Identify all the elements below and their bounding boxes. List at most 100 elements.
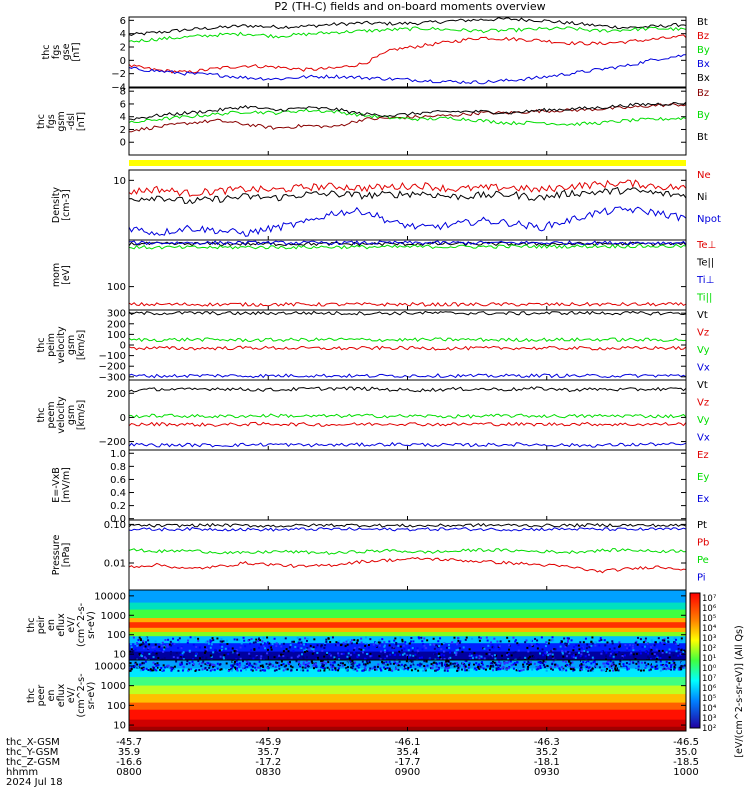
- spectrogram-band: [129, 677, 686, 687]
- svg-text:[nPa]: [nPa]: [61, 543, 72, 568]
- y-tick-label: 4: [120, 29, 126, 40]
- y-tick-label: 200: [107, 389, 126, 400]
- series-line-Ne: [128, 179, 687, 197]
- svg-text:en: en: [46, 690, 57, 702]
- panel-frame: [128, 309, 687, 381]
- y-tick-label: 0: [120, 341, 126, 352]
- y-tick-label: 100: [107, 330, 126, 341]
- svg-text:-dsl: -dsl: [66, 113, 77, 130]
- legend-label: Ey: [697, 472, 709, 483]
- x-tick-label: 1000: [673, 767, 698, 778]
- spectrogram-band: [129, 636, 686, 644]
- spectrogram-band: [129, 643, 686, 653]
- spectrogram-band: [129, 590, 686, 604]
- colorbar-label: 10⁷: [702, 594, 717, 604]
- spectrogram-noise: [129, 660, 686, 672]
- y-tick-label: 0.8: [110, 462, 126, 473]
- y-tick-label: 100: [107, 701, 126, 712]
- series-line-Pb: [128, 557, 687, 574]
- y-tick-label: 100: [107, 282, 126, 293]
- colorbar-label: 10⁵: [702, 614, 716, 624]
- panel-pressure: Pt Pb Pe Pi 0.10 0.01 Pressure [nPa]: [51, 519, 709, 591]
- y-tick-label: 0.2: [110, 501, 126, 512]
- quality-flag-bar: [129, 160, 686, 166]
- x-tick-label: 35.2: [536, 747, 558, 758]
- y-tick-label: 10: [113, 721, 126, 732]
- svg-text:peer: peer: [36, 685, 47, 707]
- y-tick-label: 8: [120, 87, 126, 98]
- svg-text:[eV]: [eV]: [61, 265, 72, 285]
- svg-text:eV/: eV/: [66, 687, 77, 703]
- y-axis-label: E=-VxB [mV/m]: [51, 467, 72, 503]
- series-line-Vt: [128, 386, 687, 393]
- series-line-Vz: [128, 345, 687, 351]
- spectrogram-band: [129, 602, 686, 611]
- series-line-Bt: [128, 101, 687, 121]
- series-line-Te||: [128, 241, 687, 247]
- svg-text:(cm^2-s-: (cm^2-s-: [76, 603, 87, 647]
- svg-text:eflux: eflux: [56, 683, 67, 707]
- y-tick-label: 0: [120, 56, 126, 67]
- legend-label: Vz: [697, 398, 709, 409]
- colorbar-label: 10³: [702, 714, 716, 724]
- x-tick-label: -46.5: [673, 737, 699, 748]
- y-tick-label: 1000: [101, 681, 126, 692]
- svg-text:thc: thc: [26, 688, 37, 703]
- legend-label: Bx: [697, 59, 710, 70]
- spectrogram-band: [129, 685, 686, 695]
- y-tick-label: 0: [120, 413, 126, 424]
- panel-frame: [128, 169, 687, 241]
- x-tick-label: 35.0: [675, 747, 697, 758]
- legend-label: By: [697, 45, 710, 56]
- x-row-label: thc_Y-GSM: [6, 747, 58, 758]
- x-tick-label: -18.5: [673, 757, 699, 768]
- panel-fgs_gsm: Bz By Bt 86 4 2 0 thc fgs gsm -dsl [nT]: [36, 87, 710, 156]
- y-axis-label: mom [eV]: [51, 263, 72, 287]
- x-tick-label: -46.3: [534, 737, 560, 748]
- colorbar-label: 10⁴: [702, 624, 717, 634]
- svg-text:[km/s]: [km/s]: [76, 330, 87, 360]
- series-line-Vt: [128, 310, 687, 316]
- colorbar-label: 10¹: [702, 654, 716, 664]
- svg-text:peim: peim: [46, 333, 57, 357]
- legend-label: Bt: [697, 17, 708, 28]
- svg-text:en: en: [46, 619, 57, 631]
- series-line-Ti⊥: [129, 240, 687, 246]
- panel-density: Ne Ni Npot 10 Density [cm-3]: [51, 169, 721, 241]
- x-tick-label: -16.6: [116, 757, 142, 768]
- panel-peer_spec: 10000 1000 100 10 thc peer en eflux eV/(cm^2-s-s…: [26, 659, 687, 732]
- panel-frame: [128, 16, 687, 88]
- spectrogram-band: [129, 609, 686, 619]
- x-tick-label: 0900: [395, 767, 420, 778]
- legend-label: Vt: [697, 310, 708, 321]
- legend-label: Vz: [697, 328, 709, 339]
- svg-text:[nT]: [nT]: [76, 112, 87, 131]
- x-tick-label: 0800: [116, 767, 141, 778]
- legend-label: Vx: [697, 363, 710, 374]
- y-axis-label: thc peem velocity gsm [km/s]: [36, 396, 87, 434]
- legend-label: Bt: [697, 132, 708, 143]
- x-row-label: thc_X-GSM: [6, 737, 60, 748]
- legend-label: Pt: [697, 520, 707, 531]
- panel-peem_velocity: Vt Vz Vy Vx 200 0 −200 thc peem velocity gsm [km/s]: [36, 379, 710, 451]
- svg-text:sr-eV): sr-eV): [86, 611, 97, 639]
- colorbar: 10⁷10⁶10⁵10⁴10³10²10¹10⁰10⁷10⁶10⁵10⁴10³1…: [689, 592, 745, 758]
- spectrogram-band: [129, 660, 686, 670]
- svg-text:velocity: velocity: [56, 396, 67, 434]
- series-line-Vx: [128, 441, 687, 448]
- x-tick-label: -17.7: [395, 757, 421, 768]
- y-axis-label: thc peir en eflux eV/(cm^2-s-sr-eV): [26, 603, 97, 647]
- spectrogram-band: [129, 622, 686, 629]
- series-line-Vy: [128, 413, 687, 419]
- y-tick-label: −200: [99, 362, 126, 373]
- panel-fgs_gse: Bt Bz By Bx Bx 6 4 2 0 −2 −4 thc fgs gse [nT]: [41, 16, 710, 94]
- svg-text:peir: peir: [36, 616, 47, 635]
- panel-efield: Ez Ey Ex 1.0 0.8 0.6 0.4 0.2 0.0 E=-VxB [mV/m]: [51, 449, 709, 525]
- spectrogram-band: [129, 719, 686, 728]
- spectrogram-band: [129, 694, 686, 704]
- spectrogram-band: [129, 632, 686, 637]
- legend-label: Ti||: [696, 293, 712, 304]
- y-tick-label: 300: [107, 309, 126, 320]
